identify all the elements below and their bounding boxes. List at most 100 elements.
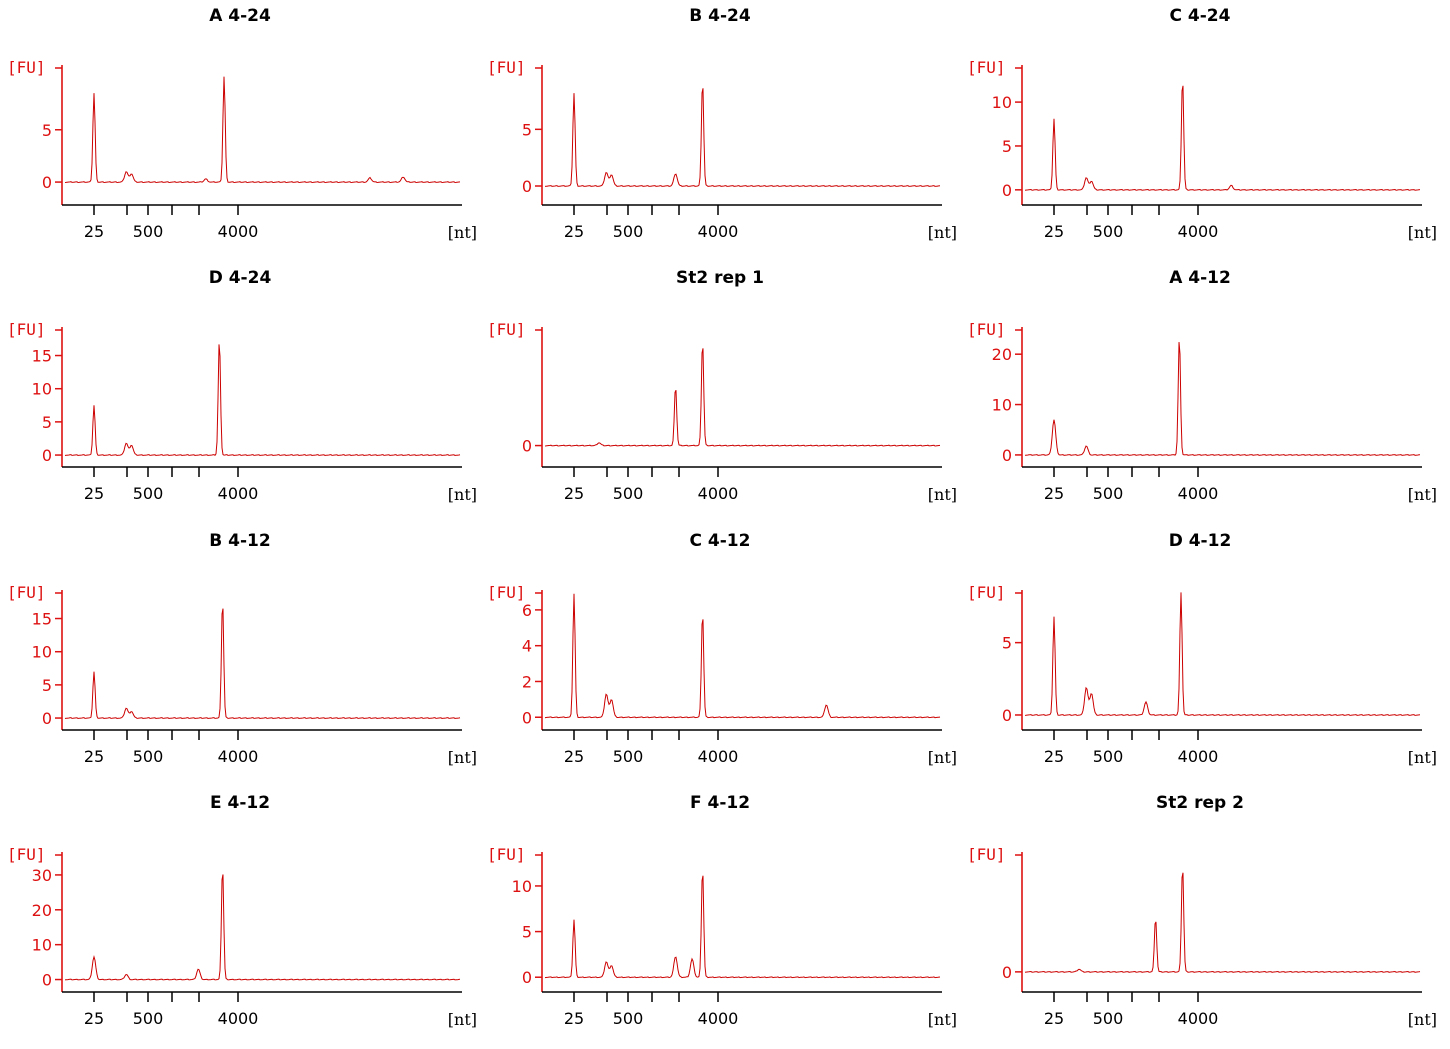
y-tick-label: 10 xyxy=(32,643,52,662)
peak-point xyxy=(1179,336,1181,338)
peak-point xyxy=(222,865,224,867)
y-tick-label: 0 xyxy=(522,708,532,727)
peak-point xyxy=(93,671,95,673)
x-tick-label: 500 xyxy=(613,747,644,766)
peak-point xyxy=(1053,616,1055,618)
x-unit-label: [nt] xyxy=(1408,223,1437,242)
x-tick-label: 25 xyxy=(1044,222,1064,241)
electropherogram-trace xyxy=(64,76,461,184)
chart-svg: [FU] 0 5 25 500 4000 [nt] xyxy=(487,58,957,242)
electropherogram-trace xyxy=(544,875,941,979)
peak-point xyxy=(702,611,704,613)
peak-point xyxy=(1078,968,1080,970)
peak-point xyxy=(1085,445,1087,447)
x-tick-label: 25 xyxy=(84,747,104,766)
peak-point xyxy=(573,92,575,94)
chart-title: C 4-24 xyxy=(1169,6,1231,26)
chart-svg: [FU] 0 25 500 4000 [nt] xyxy=(967,845,1437,1029)
x-tick-label: 4000 xyxy=(1178,747,1219,766)
peak-point xyxy=(1091,180,1093,182)
chart-title: C 4-12 xyxy=(689,531,751,551)
x-unit-label: [nt] xyxy=(928,748,957,767)
y-unit-label: [FU] xyxy=(7,320,46,339)
peak-point xyxy=(131,173,133,175)
x-tick-label: 4000 xyxy=(1178,222,1219,241)
peak-point xyxy=(1091,692,1093,694)
peak-point xyxy=(675,385,677,387)
electropherogram-trace xyxy=(544,348,941,447)
x-tick-label: 25 xyxy=(1044,747,1064,766)
y-unit-label: [FU] xyxy=(7,845,46,864)
y-tick-label: 5 xyxy=(1002,137,1012,156)
chart-svg: [FU] 0 5 25 500 4000 [nt] xyxy=(967,583,1437,767)
x-tick-label: 4000 xyxy=(218,222,259,241)
chart-svg: [FU] 0 10 20 25 500 4000 [nt] xyxy=(967,320,1437,504)
y-unit-label: [FU] xyxy=(967,583,1006,602)
x-tick-label: 25 xyxy=(84,484,104,503)
peak-point xyxy=(131,444,133,446)
chart-svg: [FU] 0 2 4 6 25 500 4000 [nt] xyxy=(487,583,957,767)
chart-svg: [FU] 0 5 10 25 500 4000 [nt] xyxy=(487,845,957,1029)
peak-point xyxy=(93,956,95,958)
y-tick-label: 10 xyxy=(32,380,52,399)
x-tick-label: 25 xyxy=(1044,484,1064,503)
x-tick-label: 25 xyxy=(564,222,584,241)
electropherogram-panel: St2 rep 1 [FU] 0 25 500 4000 [nt] xyxy=(480,262,960,524)
peak-point xyxy=(1230,185,1232,187)
peak-point xyxy=(125,974,127,976)
y-tick-label: 0 xyxy=(1002,446,1012,465)
y-unit-label: [FU] xyxy=(487,58,526,77)
x-unit-label: [nt] xyxy=(928,1010,957,1029)
peak-point xyxy=(93,404,95,406)
electropherogram-panel: B 4-12 [FU] 0 5 10 15 25 500 4000 [nt] xyxy=(0,525,480,787)
chart-title: D 4-12 xyxy=(1168,531,1232,551)
peak-point xyxy=(702,867,704,869)
y-tick-label: 10 xyxy=(992,93,1012,112)
peak-point xyxy=(222,599,224,601)
x-tick-label: 500 xyxy=(1093,1009,1124,1028)
x-tick-label: 500 xyxy=(133,1009,164,1028)
x-tick-label: 4000 xyxy=(218,1009,259,1028)
x-tick-label: 4000 xyxy=(698,484,739,503)
chart-svg: [FU] 0 5 10 15 25 500 4000 [nt] xyxy=(7,320,477,504)
peak-point xyxy=(125,707,127,709)
peak-point xyxy=(611,174,613,176)
x-unit-label: [nt] xyxy=(448,485,477,504)
peak-point xyxy=(198,968,200,970)
electropherogram-panel: D 4-24 [FU] 0 5 10 15 25 500 4000 [nt] xyxy=(0,262,480,524)
electropherogram-panel: E 4-12 [FU] 0 10 20 30 25 500 4000 [nt] xyxy=(0,787,480,1049)
electropherogram-trace xyxy=(1024,85,1421,191)
peak-point xyxy=(1085,687,1087,689)
x-tick-label: 500 xyxy=(1093,747,1124,766)
chart-title: St2 rep 2 xyxy=(1156,793,1244,813)
x-tick-label: 500 xyxy=(1093,222,1124,241)
y-unit-label: [FU] xyxy=(487,845,526,864)
peak-point xyxy=(1085,177,1087,179)
y-tick-label: 0 xyxy=(1002,181,1012,200)
x-tick-label: 25 xyxy=(564,1009,584,1028)
peak-point xyxy=(131,711,133,713)
y-tick-label: 0 xyxy=(522,437,532,456)
peak-point xyxy=(1182,864,1184,866)
x-tick-label: 4000 xyxy=(218,747,259,766)
x-tick-label: 25 xyxy=(564,484,584,503)
electropherogram-panel: D 4-12 [FU] 0 5 25 500 4000 [nt] xyxy=(960,525,1440,787)
chart-title: St2 rep 1 xyxy=(676,268,764,288)
electropherogram-panel: A 4-24 [FU] 0 5 25 500 4000 [nt] xyxy=(0,0,480,262)
electropherogram-trace xyxy=(1024,872,1421,973)
y-tick-label: 5 xyxy=(42,413,52,432)
y-tick-label: 6 xyxy=(522,601,532,620)
y-unit-label: [FU] xyxy=(967,320,1006,339)
electropherogram-trace xyxy=(1024,592,1421,716)
electropherogram-trace xyxy=(1024,342,1421,456)
y-tick-label: 5 xyxy=(1002,634,1012,653)
x-tick-label: 500 xyxy=(133,222,164,241)
peak-point xyxy=(1053,118,1055,120)
y-tick-label: 0 xyxy=(42,446,52,465)
x-unit-label: [nt] xyxy=(928,485,957,504)
x-tick-label: 500 xyxy=(1093,484,1124,503)
chart-title: A 4-12 xyxy=(1169,268,1231,288)
y-unit-label: [FU] xyxy=(967,845,1006,864)
peak-point xyxy=(219,338,221,340)
x-unit-label: [nt] xyxy=(1408,485,1437,504)
